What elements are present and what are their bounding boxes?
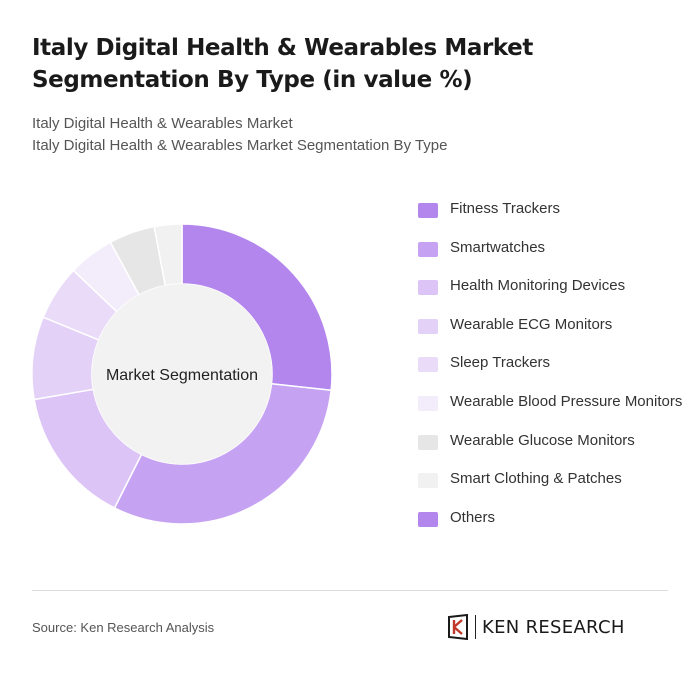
legend-swatch [418,511,438,527]
legend-label: Others [450,508,496,526]
legend-label: Health Monitoring Devices [450,277,626,295]
footer-divider [32,590,668,591]
chart-subtitle: Italy Digital Health & Wearables Market … [32,113,447,157]
legend-item-wearable-ecg-monitors: Wearable ECG Monitors [418,314,688,336]
legend-label: Smart Clothing & Patches [450,470,622,488]
subtitle-line-2: Italy Digital Health & Wearables Market … [32,137,448,154]
source-note: Source: Ken Research Analysis [32,620,215,635]
logo-separator [475,615,476,639]
legend-item-health-monitoring-devices: Health Monitoring Devices [418,275,688,297]
legend-item-smart-clothing-patches: Smart Clothing & Patches [418,468,688,490]
legend-swatch [418,280,438,296]
legend-item-fitness-trackers: Fitness Trackers [418,198,688,220]
legend-item-smartwatches: Smartwatches [418,237,688,259]
chart-legend: Fitness Trackers Smartwatches Health Monit… [418,198,688,545]
ken-research-logo-icon [448,614,468,640]
legend-item-wearable-blood-pressure-monitors: Wearable Blood Pressure Monitors [418,391,688,413]
ken-research-logo: KEN RESEARCH [447,614,625,640]
legend-label: Wearable ECG Monitors [450,315,613,333]
legend-label: Wearable Blood Pressure Monitors [450,392,683,410]
subtitle-line-1: Italy Digital Health & Wearables Market [32,115,293,132]
legend-swatch [418,473,438,489]
legend-swatch [418,203,438,218]
legend-label: Wearable Glucose Monitors [450,431,635,449]
legend-item-sleep-trackers: Sleep Trackers [418,352,688,374]
legend-swatch [418,357,438,373]
legend-label: Sleep Trackers [450,354,551,372]
legend-swatch [418,434,438,450]
ken-research-logo-text: KEN RESEARCH [482,616,625,638]
legend-swatch [418,318,438,334]
legend-item-others: Others [418,507,688,529]
donut-center-label: Market Segmentation [106,367,258,384]
legend-swatch [418,241,438,257]
legend-label: Smartwatches [450,238,546,256]
legend-item-wearable-glucose-monitors: Wearable Glucose Monitors [418,430,688,452]
donut-center [92,284,272,464]
legend-swatch [418,395,438,411]
legend-label: Fitness Trackers [450,200,561,217]
donut-chart: Market Segmentation [31,223,333,525]
chart-title: Italy Digital Health & Wearables Market … [32,35,533,93]
